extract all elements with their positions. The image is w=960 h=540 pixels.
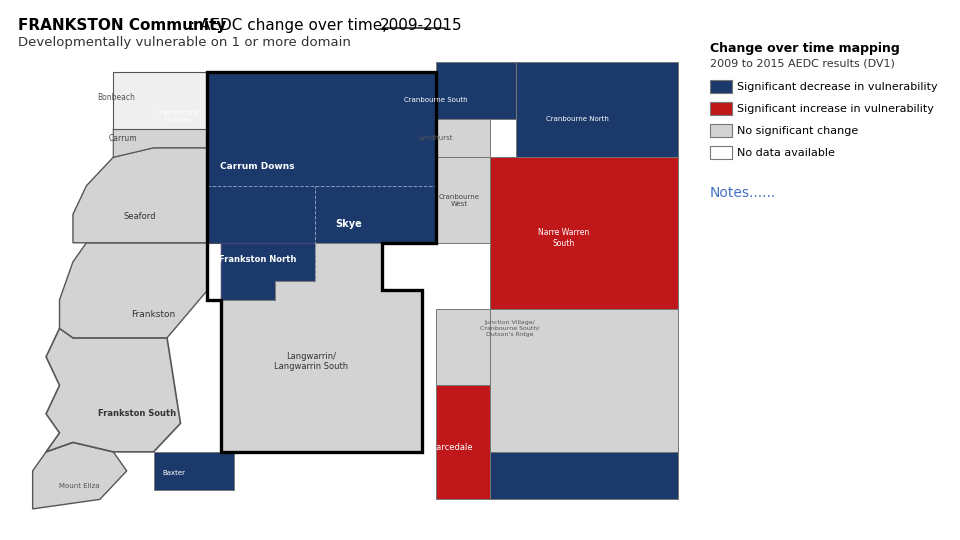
Text: Notes......: Notes...... <box>710 186 777 200</box>
Text: Mount Eliza: Mount Eliza <box>60 483 100 489</box>
Text: Bonbeach: Bonbeach <box>98 93 135 103</box>
Bar <box>710 124 732 137</box>
Text: Frankston North: Frankston North <box>219 255 297 264</box>
Text: Cheltenham
Chelsea: Cheltenham Chelsea <box>156 110 199 123</box>
Text: Pearcedale: Pearcedale <box>426 443 472 451</box>
Polygon shape <box>436 309 490 386</box>
Polygon shape <box>221 243 315 300</box>
Text: Change over time mapping: Change over time mapping <box>710 42 900 55</box>
Polygon shape <box>207 72 436 300</box>
Text: Cranbourne
West: Cranbourne West <box>439 193 480 206</box>
Text: 2009-2015: 2009-2015 <box>380 18 463 33</box>
Text: Cranbourne North: Cranbourne North <box>545 116 609 122</box>
Polygon shape <box>113 129 207 157</box>
Polygon shape <box>154 452 234 490</box>
Polygon shape <box>436 62 516 119</box>
Text: Langwarrin/
Langwarrin South: Langwarrin/ Langwarrin South <box>275 352 348 372</box>
Text: Carrum: Carrum <box>109 134 137 143</box>
Bar <box>710 102 732 115</box>
Text: Narre Warren
South: Narre Warren South <box>538 228 589 248</box>
Polygon shape <box>516 62 678 157</box>
Text: Significant increase in vulnerability: Significant increase in vulnerability <box>737 104 934 113</box>
Polygon shape <box>436 386 490 500</box>
Text: Significant decrease in vulnerability: Significant decrease in vulnerability <box>737 82 938 91</box>
Polygon shape <box>490 452 678 500</box>
Text: Lyndhurst: Lyndhurst <box>419 135 453 141</box>
Polygon shape <box>490 309 678 452</box>
Text: Baxter: Baxter <box>162 470 185 476</box>
Text: Developmentally vulnerable on 1 or more domain: Developmentally vulnerable on 1 or more … <box>18 36 350 49</box>
Text: No data available: No data available <box>737 147 835 158</box>
Bar <box>710 80 732 93</box>
Text: Junction Village/
Cranbourne South/
Dutson's Ridge: Junction Village/ Cranbourne South/ Duts… <box>480 320 540 336</box>
Polygon shape <box>436 119 490 157</box>
Polygon shape <box>207 100 261 148</box>
Polygon shape <box>436 157 516 243</box>
Polygon shape <box>33 442 127 509</box>
Polygon shape <box>113 72 207 129</box>
Text: 2009 to 2015 AEDC results (DV1): 2009 to 2015 AEDC results (DV1) <box>710 59 895 69</box>
Polygon shape <box>221 243 422 452</box>
Text: Seaford: Seaford <box>124 212 156 221</box>
Text: Frankston South: Frankston South <box>98 409 176 418</box>
Text: : AEDC change over time,: : AEDC change over time, <box>190 18 392 33</box>
Text: Skye: Skye <box>335 219 362 229</box>
Text: Frankston: Frankston <box>132 309 176 319</box>
Polygon shape <box>73 148 207 243</box>
Bar <box>710 146 732 159</box>
Polygon shape <box>60 243 207 338</box>
Polygon shape <box>46 328 180 452</box>
Text: Cranbourne South: Cranbourne South <box>404 97 468 103</box>
Polygon shape <box>490 157 678 309</box>
Text: FRANKSTON Community: FRANKSTON Community <box>18 18 227 33</box>
Text: Carrum Downs: Carrum Downs <box>221 162 295 171</box>
Text: No significant change: No significant change <box>737 125 858 136</box>
